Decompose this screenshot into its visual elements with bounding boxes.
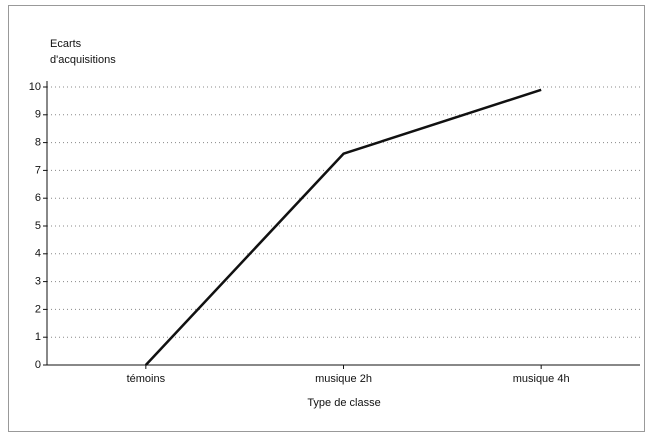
y-tick-label: 3	[35, 276, 41, 288]
x-tick-label: musique 4h	[513, 373, 570, 385]
y-tick-label: 5	[35, 220, 41, 232]
x-axis-label: Type de classe	[307, 397, 380, 409]
y-tick-label: 0	[35, 359, 41, 371]
y-tick-label: 7	[35, 164, 41, 176]
y-tick-label: 2	[35, 303, 41, 315]
data-line	[144, 88, 542, 366]
y-tick-label: 9	[35, 109, 41, 121]
y-axis-label: Ecarts	[50, 38, 82, 50]
x-tick-label: musique 2h	[315, 373, 372, 385]
y-tick-label: 8	[35, 137, 41, 149]
y-tick-label: 6	[35, 192, 41, 204]
frame	[8, 5, 645, 432]
x-tick-label: témoins	[127, 373, 166, 385]
y-tick-label: 4	[35, 248, 41, 260]
y-tick-label: 1	[35, 331, 41, 343]
y-axis-label: d'acquisitions	[50, 54, 116, 66]
y-tick-label: 10	[29, 81, 41, 93]
